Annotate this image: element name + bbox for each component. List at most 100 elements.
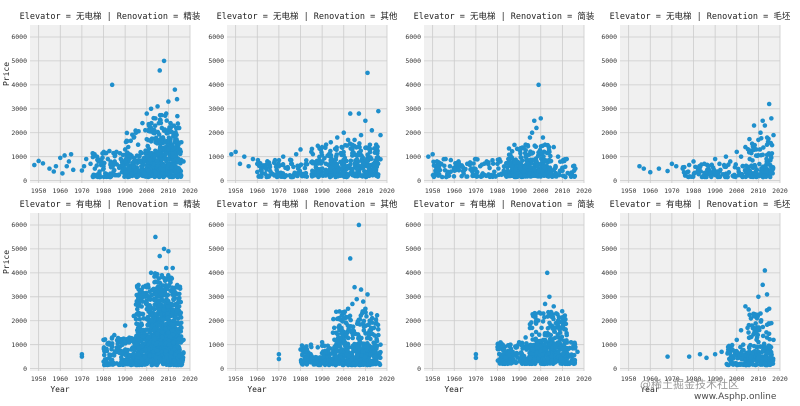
x-tick-label: 1970 [271, 187, 287, 195]
scatter-point [157, 68, 163, 73]
scatter-point [760, 333, 766, 339]
x-tick-label: 2010 [751, 187, 767, 195]
scatter-point [133, 158, 138, 163]
scatter-point [123, 360, 128, 365]
y-tick-label: 1000 [405, 341, 421, 349]
x-tick-label: 2010 [161, 375, 177, 383]
scatter-point [344, 143, 350, 148]
scatter-point [758, 311, 763, 316]
scatter-point [162, 139, 168, 145]
scatter-point [747, 136, 752, 142]
scatter-point [155, 280, 160, 285]
scatter-point [748, 354, 754, 360]
scatter-point [103, 362, 108, 367]
scatter-point [144, 136, 150, 142]
scatter-point [148, 318, 154, 323]
y-tick-label: 2000 [601, 317, 617, 325]
scatter-point [125, 162, 130, 167]
x-axis-label: Year [444, 385, 463, 394]
y-tick-label: 2000 [208, 317, 224, 325]
scatter-point [363, 118, 368, 124]
scatter-point [557, 339, 562, 345]
scatter-point [734, 149, 740, 155]
scatter-point [79, 351, 85, 357]
scatter-point [547, 294, 552, 300]
x-axis-label: Year [640, 385, 659, 394]
y-tick-label: 5000 [601, 57, 617, 65]
y-tick-label: 6000 [405, 221, 421, 229]
y-tick-label: 0 [417, 177, 421, 185]
scatter-point [337, 173, 343, 178]
scatter-point [510, 356, 516, 361]
scatter-point [536, 332, 542, 337]
scatter-point [747, 156, 753, 162]
scatter-point [542, 158, 548, 163]
scatter-point [360, 299, 366, 304]
scatter-point [559, 308, 565, 314]
scatter-point [161, 307, 166, 312]
scatter-point [464, 174, 469, 179]
scatter-point [160, 334, 165, 340]
scatter-point [372, 333, 377, 338]
x-tick-label: 1990 [117, 187, 133, 195]
scatter-point [538, 311, 544, 316]
x-tick-label: 1980 [490, 187, 506, 195]
scatter-point [750, 361, 755, 367]
x-tick-label: 1970 [74, 187, 90, 195]
x-axis-label: Year [247, 385, 266, 394]
scatter-point [163, 349, 169, 354]
scatter-point [94, 172, 99, 178]
scatter-point [300, 171, 306, 177]
scatter-point [165, 304, 171, 309]
scatter-point [129, 171, 134, 177]
scatter-point [528, 342, 533, 348]
scatter-point [523, 335, 528, 340]
scatter-point [133, 130, 139, 136]
scatter-point [119, 342, 125, 348]
scatter-point [168, 120, 173, 126]
scatter-point [540, 319, 546, 324]
y-tick-label: 3000 [601, 105, 617, 113]
scatter-point [717, 161, 722, 167]
scatter-point [176, 167, 181, 173]
scatter-point [352, 284, 357, 290]
scatter-point [276, 163, 282, 169]
scatter-point [702, 161, 707, 167]
scatter-point [345, 163, 351, 169]
scatter-point [315, 345, 321, 350]
scatter-point [352, 137, 357, 143]
scatter-point [125, 150, 130, 155]
scatter-point [276, 157, 282, 163]
scatter-point [147, 352, 152, 358]
scatter-point [165, 330, 171, 335]
scatter-point [298, 147, 303, 152]
scatter-point [327, 153, 332, 159]
y-tick-label: 3000 [601, 293, 617, 301]
scatter-point [693, 164, 698, 170]
scatter-point [160, 167, 166, 173]
scatter-point [114, 149, 119, 155]
scatter-point [165, 146, 171, 152]
scatter-point [487, 165, 492, 171]
scatter-point [751, 123, 757, 128]
scatter-point [233, 149, 238, 155]
scatter-point [752, 164, 758, 170]
scatter-point [303, 158, 309, 163]
scatter-point [127, 353, 132, 359]
scatter-point [516, 339, 522, 345]
scatter-point [529, 130, 535, 136]
scatter-point [368, 359, 374, 364]
scatter-point [756, 325, 762, 330]
x-tick-label: 2000 [533, 375, 549, 383]
scatter-point [132, 168, 138, 174]
scatter-point [155, 104, 160, 109]
y-tick-label: 4000 [208, 269, 224, 277]
scatter-point [518, 173, 523, 179]
scatter-point [152, 297, 158, 303]
scatter-point [101, 352, 107, 358]
scatter-point [538, 173, 543, 179]
scatter-point [166, 342, 172, 347]
scatter-point [438, 161, 444, 167]
scatter-point [169, 164, 174, 170]
scatter-point [163, 265, 169, 271]
